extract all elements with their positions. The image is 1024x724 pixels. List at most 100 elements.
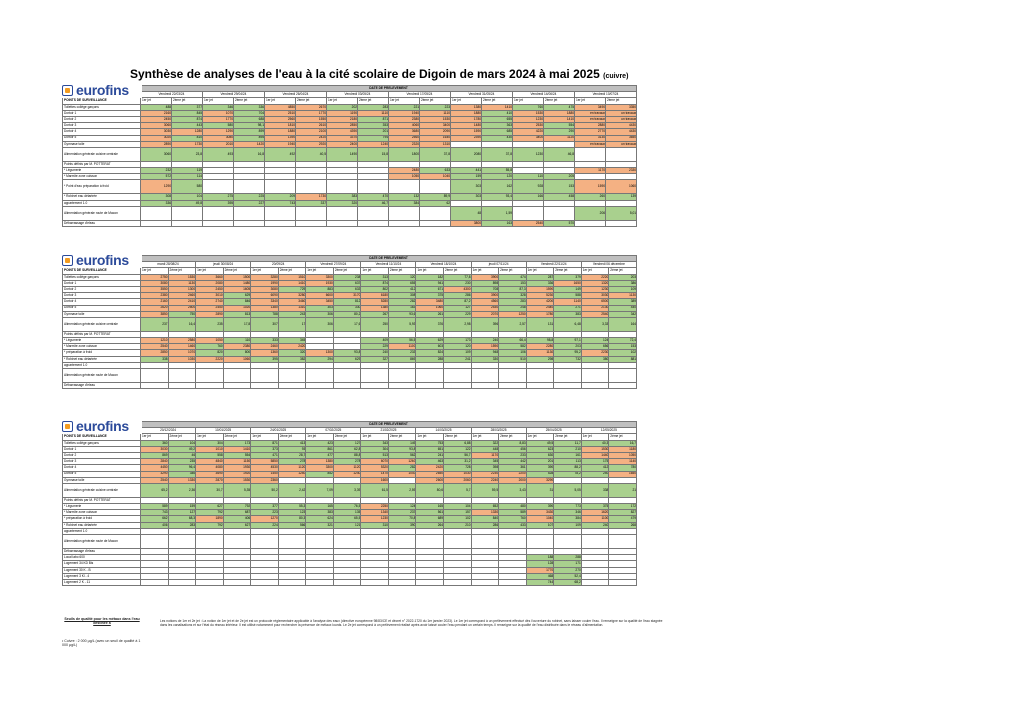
value-cell: 2080 (450, 146, 482, 162)
value-cell (332, 534, 362, 549)
page-title: Synthèse de analyses de l'eau à la cité … (130, 67, 629, 81)
value-cell (222, 578, 252, 587)
value-cell (326, 179, 358, 195)
value-cell: 164 (608, 316, 638, 332)
table-row: appartement 1.0 (62, 527, 638, 536)
value-cell (357, 219, 389, 228)
value-cell: 80,6 (415, 482, 445, 498)
value-cell (525, 534, 555, 549)
value-cell: 235 (195, 316, 224, 332)
value-cell (233, 219, 265, 228)
value-cell: 342 (608, 310, 638, 318)
value-cell (608, 381, 638, 390)
value-cell (305, 361, 334, 370)
value-cell (202, 179, 234, 195)
value-cell: 93,6 (387, 310, 417, 318)
value-cell (326, 205, 358, 221)
value-cell (332, 476, 362, 484)
value-cell (443, 361, 472, 370)
value-cell (419, 205, 451, 221)
value-cell (574, 219, 606, 228)
value-cell: 3,43 (498, 482, 527, 498)
value-cell (608, 534, 638, 549)
value-cell (332, 578, 362, 587)
value-cell: 153 (543, 179, 575, 195)
value-cell (443, 527, 472, 536)
value-cell (250, 368, 279, 383)
value-cell: 31 (525, 482, 555, 498)
value-cell: 59,5 (470, 482, 500, 498)
value-cell: 2,59 (387, 482, 417, 498)
table-row: * Point d'eau préparation à froid 1290 580… (62, 179, 638, 195)
value-cell (305, 476, 334, 484)
value-cell (604, 173, 638, 181)
value-cell: 306 (305, 316, 334, 332)
eurofins-logo-icon (62, 84, 73, 96)
value-cell (387, 361, 417, 370)
value-cell: 5,05 (553, 482, 582, 498)
table-row: Gymnase toile 2540 1330 2870 1530 2360 1600 260… (62, 476, 638, 484)
value-cell: 2360 (250, 476, 279, 484)
value-cell: 1800 (388, 146, 420, 162)
value-cell (277, 476, 307, 484)
table-row: Dortoir 3 2840 235 4840 1150 5850 278 1380 278 60… (62, 458, 638, 466)
value-cell: 338 (580, 482, 610, 498)
value-cell: 3060 (140, 146, 172, 162)
value-cell (553, 381, 582, 390)
eurofins-logo-icon (62, 420, 73, 432)
value-cell (277, 361, 307, 370)
value-cell (387, 381, 417, 390)
value-cell: 7,09 (305, 482, 334, 498)
value-cell: 267 (360, 310, 389, 318)
value-cell (222, 534, 252, 549)
results-block-2: eurofins DATE DE PRELEVEMENT mardi 28/08/… (62, 252, 638, 402)
table-row: * Légumerie 589 159 627 792 377 55,3 165 76,5 225… (62, 503, 638, 511)
value-cell: 131 (525, 316, 555, 332)
value-cell (580, 534, 610, 549)
value-cell: 48 (450, 205, 482, 221)
row-label: Débarrassage d'eleau (62, 219, 141, 228)
value-cell (443, 381, 472, 390)
value-cell (387, 527, 417, 536)
value-cell (326, 219, 358, 228)
table-row: Dortoir 2 3550 1300 2450 1605 3080 729 883 633 80… (62, 285, 638, 294)
value-cell (470, 368, 500, 383)
table-row: * Marmite zone cuisson 2540 1460 760 2380 246… (62, 343, 638, 351)
value-cell: 15,8 (357, 146, 389, 162)
value-cell: 5,7 (443, 482, 472, 498)
value-cell (195, 578, 224, 587)
row-label: Logement 2 K - 11 (62, 578, 141, 587)
value-cell (415, 527, 445, 536)
value-cell: 16,8 (233, 146, 265, 162)
row-label: Alimentation générale route de Macon (62, 534, 141, 549)
value-cell: 163 (481, 219, 513, 228)
value-cell (360, 361, 389, 370)
row-label: * Point d'eau préparation à froid (62, 179, 141, 195)
value-cell (498, 381, 527, 390)
value-cell: 17,6 (332, 316, 362, 332)
value-cell (277, 381, 307, 390)
value-cell: 303 (450, 179, 482, 195)
table-row: Toilettes collège garçons 360 104 304 173 871… (62, 439, 638, 447)
value-cell: 37,8 (481, 146, 513, 162)
value-cell (140, 219, 172, 228)
value-cell (305, 578, 334, 587)
value-cell (387, 534, 417, 549)
value-cell (604, 199, 638, 207)
value-cell (470, 578, 500, 587)
value-cell (608, 361, 638, 370)
value-cell (470, 534, 500, 549)
value-cell (295, 219, 327, 228)
value-cell (415, 368, 445, 383)
value-cell (250, 534, 279, 549)
value-cell: 570 (543, 219, 575, 228)
eurofins-logo-icon (62, 254, 73, 266)
eurofins-logo: eurofins (62, 82, 142, 98)
value-cell (415, 361, 445, 370)
table-row: Dortoir 5 2620 2500 2450 1020 1380 1310 303 330 1… (62, 304, 638, 312)
value-cell (305, 381, 334, 390)
value-cell (498, 534, 527, 549)
row-label: Gymnase toile (62, 310, 141, 318)
value-cell (470, 361, 500, 370)
value-cell (250, 578, 279, 587)
